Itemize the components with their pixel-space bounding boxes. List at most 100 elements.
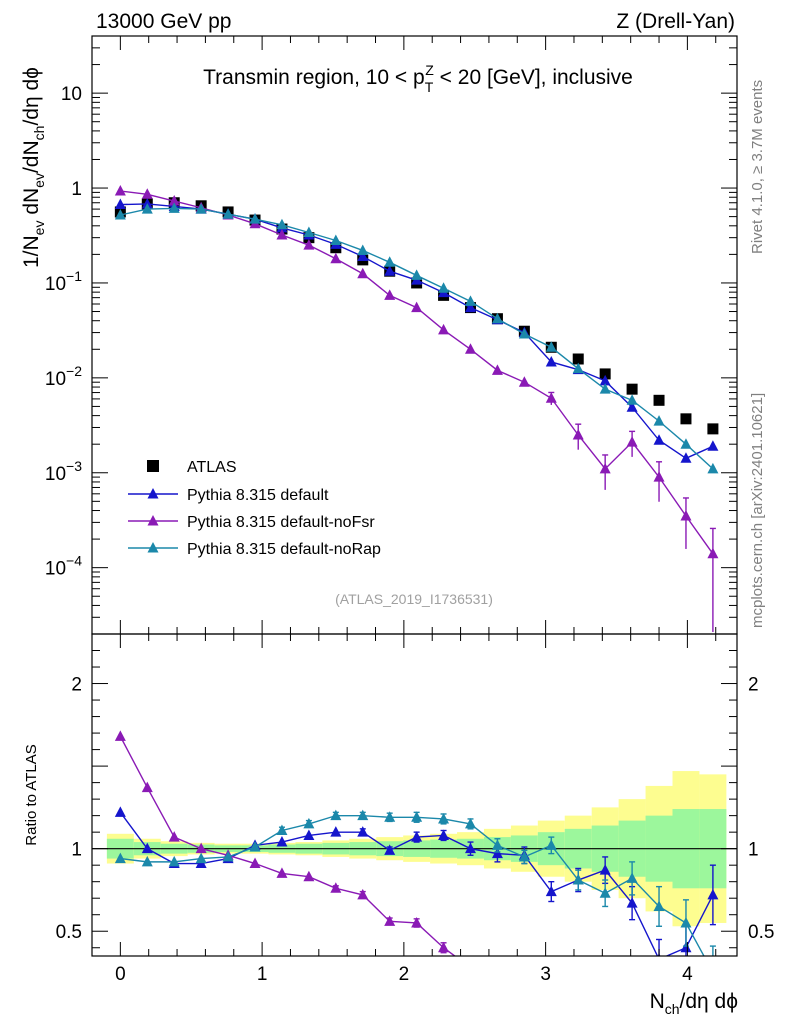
series-1-ratio-point [114, 806, 126, 817]
series-2-ratio-point [627, 991, 638, 1002]
series-3-main-point [276, 218, 288, 230]
series-1-ratio-point [303, 829, 315, 840]
series-2-ratio-point [141, 781, 153, 793]
series-2-main-point [518, 376, 530, 387]
series-3-main-point [114, 208, 126, 220]
series-2-main-point [276, 229, 288, 240]
series-2-ratio-point [411, 916, 423, 928]
series-3-ratio-point [195, 852, 207, 864]
series-3-main-point [195, 203, 207, 214]
legend-marker-series-3 [147, 542, 159, 553]
y-tick-exponent: −3 [66, 458, 82, 474]
ratio-panel-series [114, 730, 719, 1006]
series-1-ratio-point [357, 826, 369, 837]
series-1-main-point [464, 301, 476, 313]
y-tick-base: 10 [61, 84, 82, 105]
series-1-ratio-point [330, 826, 342, 837]
series-3-main-point [438, 282, 450, 293]
series-1-ratio-point [680, 941, 692, 953]
series-2-main-point [464, 343, 476, 354]
atlas-data-point [653, 394, 665, 406]
series-3-ratio-point [545, 839, 557, 850]
series-2-main-point [141, 188, 153, 199]
main-panel-series [114, 185, 719, 632]
y-axis-label-main: 1/Nev dNev/dNch/dη dϕ [20, 67, 47, 268]
series-3-ratio-point [249, 841, 261, 852]
atlas-data-point [599, 368, 611, 380]
series-3-main-point [680, 438, 692, 449]
series-3-ratio-point [357, 809, 369, 821]
series-1-ratio-point [276, 836, 288, 847]
series-1-main-point [707, 440, 719, 451]
y-tick-label-main: 10−3 [45, 458, 82, 485]
series-3-ratio-point [141, 855, 153, 867]
series-1-main-point [545, 355, 557, 367]
series-2-ratio-point [573, 993, 584, 1004]
y-tick-exponent: −1 [66, 268, 82, 284]
series-3-ratio-point [330, 809, 342, 821]
series-1-ratio-point [438, 829, 450, 840]
series-2-ratio-point [330, 882, 342, 893]
series-1-ratio-point [707, 888, 719, 900]
legend-label: Pythia 8.315 default [187, 487, 329, 504]
series-3-ratio-point [707, 967, 718, 978]
y-tick-label-main: 10−1 [45, 268, 82, 295]
series-3-ratio-point [303, 817, 315, 829]
series-2-main-point [330, 252, 342, 264]
ratio-y-tick-label-right: 2 [748, 675, 759, 696]
y-tick-exponent: −4 [66, 553, 82, 569]
y-tick-base: 10 [45, 274, 66, 295]
series-2-main-point [491, 364, 503, 375]
ratio-y-tick-label-left: 1 [71, 840, 82, 861]
series-2-ratio-point [249, 857, 261, 869]
series-3-main-point [168, 202, 180, 213]
series-1-ratio-point [411, 831, 423, 842]
ratio-y-tick-label-left: 0.5 [56, 922, 82, 943]
series-3-main-point [653, 415, 665, 426]
plot-title: Transmin region, 10 < pTZ < 20 [GeV], in… [203, 62, 633, 95]
series-3-ratio-point [384, 811, 396, 822]
series-2-ratio-point [168, 831, 180, 842]
y-tick-label-main: 1 [71, 179, 82, 200]
x-tick-label: 0 [115, 964, 126, 985]
series-2-ratio-point [303, 870, 315, 882]
legend-marker-series-2 [147, 515, 159, 526]
series-3-main-point [626, 394, 638, 405]
series-3-ratio-point [572, 874, 584, 885]
series-layer [114, 185, 719, 1006]
series-2-main-point [168, 195, 180, 206]
y-tick-label-main: 10−4 [45, 553, 82, 580]
series-1-main-point [357, 250, 369, 261]
x-axis-label: Nch/dη dϕ [650, 990, 738, 1017]
y-axis-label-ratio: Ratio to ATLAS [23, 744, 40, 845]
y-tick-base: 10 [45, 369, 66, 390]
series-3-main-point [357, 244, 369, 255]
series-3-main-point [572, 362, 584, 374]
series-1-ratio-point [626, 897, 638, 908]
series-3-main-point [491, 312, 503, 324]
y-tick-label-main: 10−2 [45, 363, 82, 390]
series-3-main-point [249, 213, 261, 224]
series-1-ratio-point [464, 842, 476, 854]
rivet-version-text: Rivet 4.1.0, ≥ 3.7M events [749, 80, 766, 254]
legend-label: Pythia 8.315 default-noFsr [187, 514, 375, 531]
series-3-main-point [707, 462, 719, 474]
series-2-ratio-point [438, 941, 450, 953]
series-2-ratio-point [195, 842, 207, 854]
header-right: Z (Drell-Yan) [616, 10, 735, 33]
series-2-main-point [572, 428, 584, 440]
header-left: 13000 GeV pp [96, 10, 231, 33]
series-3-main-point [330, 234, 342, 246]
series-2-ratio-point [384, 915, 396, 926]
series-2-ratio-point [600, 995, 611, 1006]
y-tick-exponent: −2 [66, 363, 82, 379]
series-2-ratio-point [276, 867, 288, 878]
series-1-ratio-point [141, 842, 153, 854]
series-1-main-line [120, 203, 714, 460]
y-tick-base: 1 [71, 179, 82, 200]
series-3-ratio-point [276, 824, 288, 836]
ratio-y-tick-label-right: 1 [748, 840, 759, 861]
series-1-ratio-point [384, 844, 396, 855]
